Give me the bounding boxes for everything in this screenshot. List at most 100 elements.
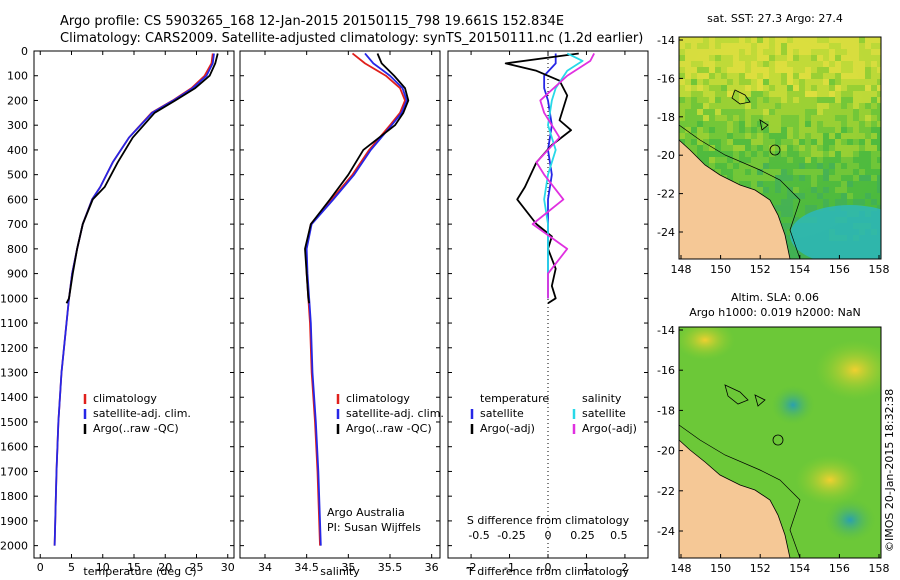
sst-pixel (775, 79, 781, 85)
sst-pixel (751, 79, 757, 85)
sst-pixel (691, 73, 697, 79)
sst-pixel (865, 181, 871, 187)
sst-pixel (847, 169, 853, 175)
sst-pixel (835, 133, 841, 139)
sst-pixel (805, 103, 811, 109)
sst-pixel (793, 127, 799, 133)
sst-pixel (697, 37, 703, 43)
sst-pixel (877, 205, 881, 211)
sst-pixel (763, 109, 769, 115)
sst-pixel (847, 175, 853, 181)
sst-pixel (781, 115, 787, 121)
series-line-2 (543, 52, 584, 299)
sst-pixel (823, 175, 829, 181)
sst-pixel (787, 139, 793, 145)
sst-pixel (781, 73, 787, 79)
sst-pixel (799, 91, 805, 97)
sst-pixel (703, 61, 709, 67)
sst-pixel (811, 133, 817, 139)
map-y-tick-label: -24 (657, 226, 675, 239)
sst-pixel (787, 97, 793, 103)
sst-pixel (841, 169, 847, 175)
sst-pixel (853, 169, 859, 175)
sst-pixel (733, 175, 739, 181)
sst-pixel (727, 67, 733, 73)
sst-pixel (835, 181, 841, 187)
sst-pixel (793, 109, 799, 115)
sst-pixel (787, 115, 793, 121)
sst-pixel (865, 115, 871, 121)
sst-pixel (817, 133, 823, 139)
x-tick-label: 30 (221, 561, 235, 574)
sst-pixel (757, 187, 763, 193)
sst-pixel (811, 43, 817, 49)
sst-pixel (721, 139, 727, 145)
sst-pixel (739, 73, 745, 79)
salinity-profile-panel: 34 34.5 35 35.5 36 salinity climatology satel… (239, 50, 444, 578)
sst-pixel (697, 139, 703, 145)
sst-pixel (679, 97, 685, 103)
sst-pixel (847, 43, 853, 49)
x-tick-label: 10 (96, 561, 110, 574)
sst-pixel (847, 193, 853, 199)
sst-pixel (739, 37, 745, 43)
sst-pixel (757, 151, 763, 157)
x-tick-label: 34.5 (294, 561, 319, 574)
sst-land (679, 139, 791, 259)
sst-pixel (691, 85, 697, 91)
sst-pixel (799, 61, 805, 67)
temperature-axis: 0 5 10 15 20 25 30 (37, 51, 235, 574)
sst-pixel (721, 73, 727, 79)
sst-pixel (685, 67, 691, 73)
sst-pixel (877, 127, 881, 133)
sst-pixel (877, 91, 881, 97)
sst-pixel (763, 79, 769, 85)
sst-pixel (787, 169, 793, 175)
sst-pixel (805, 163, 811, 169)
sla-reef-outline (724, 384, 766, 407)
sst-pixel (787, 199, 793, 205)
x-tick-label: 5 (68, 561, 75, 574)
sst-pixel (829, 169, 835, 175)
sst-pixel (805, 55, 811, 61)
sst-pixel (751, 91, 757, 97)
sst-pixel (871, 103, 877, 109)
sst-pixel (703, 139, 709, 145)
x-tick-label: 35 (341, 561, 355, 574)
sst-pixel (793, 145, 799, 151)
sst-pixel (721, 37, 727, 43)
sst-pixel (853, 67, 859, 73)
sst-pixel (865, 97, 871, 103)
sst-pixel (847, 37, 853, 43)
sst-pixel (781, 85, 787, 91)
sst-pixel (817, 163, 823, 169)
x-tick-label: 15 (127, 561, 141, 574)
sst-pixel (715, 169, 721, 175)
sst-pixel (817, 199, 823, 205)
sst-pixel (745, 79, 751, 85)
sst-pixel (727, 139, 733, 145)
sst-pixel (793, 85, 799, 91)
figure-title-line2: Climatology: CARS2009. Satellite-adjuste… (60, 31, 643, 46)
sst-pixel (781, 43, 787, 49)
sst-pixel (793, 79, 799, 85)
sst-pixel (847, 157, 853, 163)
sst-pixel (721, 121, 727, 127)
sst-pixel (841, 73, 847, 79)
sst-pixel (757, 169, 763, 175)
sst-pixel (799, 121, 805, 127)
temperature-profile-panel: 0100200300400500600700800900100011001200… (0, 45, 648, 578)
sst-pixel (817, 145, 823, 151)
sst-pixel (859, 193, 865, 199)
sst-pixel (751, 43, 757, 49)
sst-pixel (727, 73, 733, 79)
sst-pixel (697, 145, 703, 151)
sst-pixel (787, 61, 793, 67)
sst-pixel (859, 139, 865, 145)
sst-pixel (859, 103, 865, 109)
series-line-3 (531, 53, 595, 299)
sst-pixel (823, 127, 829, 133)
sst-pixel (775, 187, 781, 193)
x-tick-label: 20 (158, 561, 172, 574)
figure-title-line1: Argo profile: CS 5903265_168 12-Jan-2015… (60, 14, 564, 29)
